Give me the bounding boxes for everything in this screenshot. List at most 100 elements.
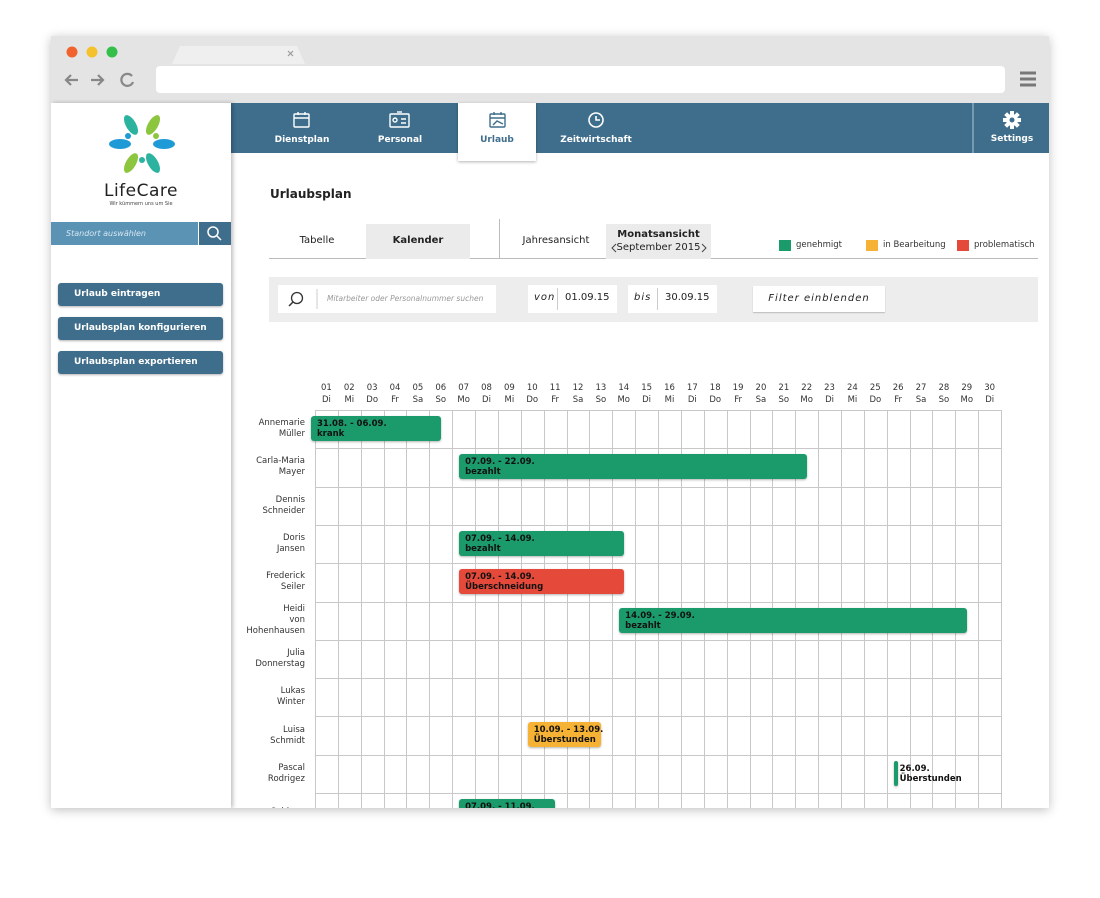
grid-column-line: [543, 410, 545, 808]
day-weekday: Sa: [915, 395, 927, 405]
logo-tagline: Wir kümmern uns um Sie: [109, 201, 173, 207]
nav-item[interactable]: Zeitwirtschaft: [560, 135, 632, 145]
vacation-bar[interactable]: 07.09. - 14.09. bezahlt: [459, 530, 624, 556]
day-weekday: So: [938, 395, 950, 405]
day-number: 04: [389, 383, 401, 393]
day-number: 17: [686, 383, 698, 393]
from-field[interactable]: von 01.09.15: [528, 285, 617, 313]
employee-name-line: Luisa: [283, 724, 305, 735]
month-arrows: [611, 243, 707, 253]
day-weekday: Di: [482, 395, 491, 405]
day-number: 07: [458, 383, 470, 393]
vacation-type: bezahlt: [465, 467, 501, 478]
day-number: 09: [503, 383, 515, 393]
day-weekday: Di: [825, 395, 835, 405]
vacation-bar[interactable]: 14.09. - 29.09. bezahlt: [619, 607, 967, 633]
grid-column-line: [360, 410, 362, 808]
day-number: 22: [801, 383, 813, 393]
grid-column-line: [520, 410, 522, 808]
employee-name-line: Dennis: [275, 494, 305, 505]
to-value: 30.09.15: [665, 292, 710, 303]
to-field[interactable]: bis 30.09.15: [628, 285, 717, 313]
vacation-bar[interactable]: 26.09. Überstunden: [893, 760, 962, 786]
employee-name-line: Frederick: [266, 571, 305, 582]
day-weekday: Mo: [617, 395, 630, 405]
day-number: 25: [869, 383, 881, 393]
nav-item[interactable]: Urlaub: [480, 135, 514, 145]
day-number: 10: [526, 383, 538, 393]
vacation-dates: 14.09. - 29.09.: [625, 610, 695, 621]
tab-close[interactable]: [287, 50, 294, 57]
day-number: 28: [938, 383, 950, 393]
next-month[interactable]: [701, 243, 707, 253]
grid-column-line: [589, 410, 591, 808]
logo-name: LifeCare: [103, 181, 178, 201]
day-number: 24: [847, 383, 858, 393]
vacation-bar[interactable]: 10.09. - 13.09. Überstunden: [527, 722, 603, 748]
grid-row-line: [315, 716, 1003, 718]
day-weekday: So: [778, 395, 790, 405]
prev-month[interactable]: [611, 243, 617, 253]
active-view-tab: [366, 224, 470, 259]
day-weekday: Do: [869, 395, 882, 405]
location-input[interactable]: Standort auswählen: [51, 222, 198, 245]
vacation-bar[interactable]: 07.09. - 11.09.bezahlt: [459, 799, 556, 808]
employee-name: Lukas Winter: [240, 678, 305, 716]
day-weekday: Sa: [572, 395, 584, 405]
vacation-bar[interactable]: 07.09. - 22.09. bezahlt: [459, 454, 807, 480]
employee-name-line: Schneider: [262, 505, 305, 516]
search-box[interactable]: Mitarbeiter oder Personalnummer suchen: [278, 285, 496, 313]
month-value: September 2015: [616, 242, 701, 253]
sidebar-action[interactable]: Urlaub eintragen: [58, 283, 223, 306]
minimize-dot[interactable]: [86, 46, 98, 58]
grid-column-line: [566, 410, 568, 808]
employee-name-line: Winter: [276, 697, 305, 708]
nav-item[interactable]: Dienstplan: [274, 135, 330, 145]
employee-name: Annemarie Müller: [240, 410, 305, 448]
view-tab[interactable]: Tabelle: [299, 235, 335, 246]
employee-name-line: Annemarie: [258, 418, 305, 429]
employee-name-line: Carla-Maria: [256, 456, 305, 467]
location-search-button[interactable]: [199, 222, 231, 245]
employee-name: Luisa Schmidt: [240, 716, 305, 754]
month-tab[interactable]: Monatsansicht: [617, 229, 700, 240]
filter-button[interactable]: Filter einblenden: [753, 286, 885, 312]
back-button[interactable]: [64, 74, 78, 86]
browser-tab[interactable]: [172, 46, 305, 64]
grid-column-line: [497, 410, 499, 808]
day-weekday: Mi: [344, 395, 355, 405]
menu-button[interactable]: [1020, 71, 1036, 87]
day-weekday: Di: [642, 395, 652, 405]
day-number: 23: [824, 383, 835, 393]
address-bar[interactable]: [156, 66, 1005, 93]
day-weekday: Fr: [391, 395, 399, 405]
year-tab[interactable]: Jahresansicht: [522, 235, 590, 246]
day-number: 12: [572, 383, 584, 393]
vacation-type: Überstunden: [899, 773, 962, 784]
grid-row-line: [315, 793, 1003, 794]
zoom-dot[interactable]: [106, 46, 118, 58]
month-tab-box: [606, 224, 711, 259]
settings-label[interactable]: Settings: [990, 134, 1034, 144]
view-tab[interactable]: Kalender: [392, 235, 444, 246]
vacation-dates: 07.09. - 14.09.: [465, 533, 535, 544]
grid-column-line: [475, 410, 477, 808]
employee-name: Dennis Schneider: [240, 487, 305, 525]
sidebar-action[interactable]: Urlaubsplan konfigurieren: [58, 317, 223, 340]
day-weekday: So: [435, 395, 447, 405]
forward-button[interactable]: [91, 74, 105, 86]
employee-name-line: Jansen: [276, 544, 305, 555]
day-number: 03: [366, 383, 378, 393]
grid-row-line: [315, 639, 1003, 641]
sidebar-action[interactable]: Urlaubsplan exportieren: [58, 351, 223, 374]
nav-icons: [293, 103, 1021, 153]
legend-swatch: [779, 240, 791, 251]
vacation-bar[interactable]: 07.09. - 14.09. Überschneidung: [459, 569, 624, 595]
close-dot[interactable]: [66, 46, 78, 58]
legend-swatch: [866, 240, 878, 251]
reload-button[interactable]: [120, 72, 135, 87]
day-weekday: Do: [709, 395, 722, 405]
nav-item[interactable]: Personal: [377, 135, 423, 145]
grid-column-line: [429, 410, 431, 808]
vacation-bar[interactable]: 31.08. - 06.09. krank: [311, 416, 441, 441]
